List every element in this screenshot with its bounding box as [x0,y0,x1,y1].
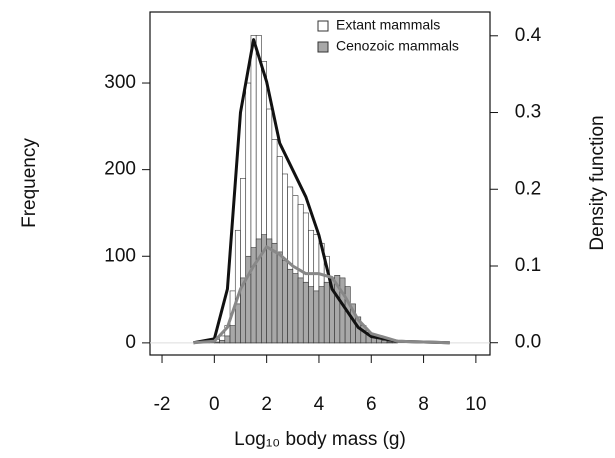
histogram-bar [313,290,320,344]
legend-label: Cenozoic mammals [336,38,459,54]
density-line [193,38,450,345]
legend-label: Extant mammals [336,17,440,33]
y-tick-label: 100 [104,245,136,266]
histogram-bar [292,273,299,344]
y-tick-label: 300 [104,72,136,93]
y2-tick-label: 0.0 [515,332,541,353]
histogram-bar [271,242,278,344]
histogram-bar [297,277,304,344]
x-tick-label: 2 [261,394,272,415]
x-tick-label: -2 [154,394,171,415]
y-axis-label: Frequency [19,138,40,228]
y2-axis-label: Density function [587,115,608,250]
x-axis-label: Log₁₀ body mass (g) [234,429,406,450]
y2-tick-label: 0.2 [515,178,541,199]
histogram-bar [282,260,288,344]
density-line [193,245,450,345]
y2-tick-label: 0.4 [515,25,542,46]
histogram-bar [302,281,309,344]
x-tick-label: 6 [366,394,377,415]
histogram-bar [386,341,393,344]
histogram-bar [224,335,231,344]
x-tick-label: 8 [418,394,429,415]
histogram-bar [234,303,241,344]
y2-tick-label: 0.3 [515,102,541,123]
histogram-bar [229,325,236,344]
x-tick-label: 4 [314,394,325,415]
histogram-bar [219,339,226,344]
legend-swatch [317,20,329,32]
histogram-bar [318,286,325,344]
y-tick-label: 200 [104,159,136,180]
y2-tick-label: 0.1 [515,255,541,276]
histogram-bar [266,238,273,344]
histogram-bar [308,286,315,344]
legend-swatch [317,41,329,53]
plot-frame [149,11,491,356]
y-tick-label: 0 [125,332,136,353]
x-tick-label: 10 [465,394,486,415]
x-tick-label: 0 [209,394,220,415]
histogram-bar [287,268,294,344]
histogram-bar [276,251,283,344]
histogram-bar [323,281,330,344]
